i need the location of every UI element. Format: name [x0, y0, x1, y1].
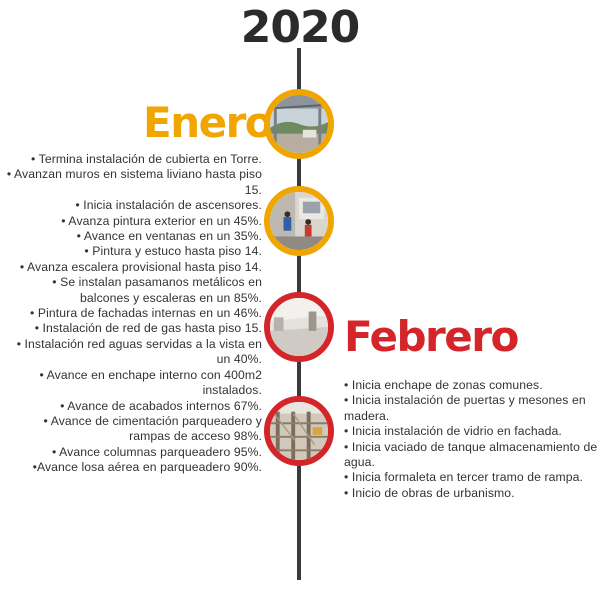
- activity-item: • Inicia instalación de ascensores.: [75, 198, 262, 213]
- january-activities-list: • Termina instalación de cubierta en Tor…: [2, 152, 262, 476]
- activity-item: •Avance losa aérea en parqueadero 90%.: [32, 460, 262, 475]
- activity-item: • Inicio de obras de urbanismo.: [344, 485, 515, 500]
- activity-item: • Avanza pintura exterior en un 45%.: [61, 213, 262, 228]
- activity-item: • Avance columnas parqueadero 95%.: [51, 444, 262, 459]
- activity-item: • Pintura de fachadas internas en un 46%…: [30, 306, 262, 321]
- activity-item: • Avance en enchape interno con 400m2 in…: [39, 367, 262, 398]
- activity-item: • Termina instalación de cubierta en Tor…: [31, 152, 262, 166]
- activity-item: • Avance de cimentación parqueadero y ra…: [43, 413, 262, 444]
- activity-item: • Avanzan muros en sistema liviano hasta…: [6, 167, 262, 197]
- year-title: 2020: [240, 2, 360, 53]
- activity-item: • Inicia formaleta en tercer tramo de ra…: [344, 470, 583, 485]
- activity-item: • Avance de acabados internos 67%.: [60, 398, 262, 413]
- activity-item: • Pintura y estuco hasta piso 14.: [84, 244, 262, 259]
- activity-item: • Inicia instalación de vidrio en fachad…: [344, 424, 562, 439]
- activity-item: • Avanza escalera provisional hasta piso…: [19, 259, 262, 274]
- month-label-january: Enero: [143, 98, 274, 147]
- february-activities-list: • Inicia enchape de zonas comunes. • Inic…: [344, 378, 600, 501]
- activity-item: • Inicia instalación de puertas y mesone…: [344, 393, 586, 423]
- activity-item: • Inicia enchape de zonas comunes.: [344, 378, 543, 392]
- photo-interior-room: [264, 292, 334, 362]
- activity-item: • Inicia vaciado de tanque almacenamient…: [344, 439, 598, 470]
- activity-item: • Avance en ventanas en un 35%.: [76, 229, 262, 244]
- activity-item: • Se instalan pasamanos metálicos en bal…: [52, 275, 262, 305]
- activity-item: • Instalación de red de gas hasta piso 1…: [34, 321, 262, 336]
- photo-facade-workers: [264, 186, 334, 256]
- photo-construction-site: [264, 396, 334, 466]
- photo-roof-view: [264, 89, 334, 159]
- activity-item: • Instalación red aguas servidas a la vi…: [16, 336, 262, 367]
- month-label-february: Febrero: [344, 312, 519, 361]
